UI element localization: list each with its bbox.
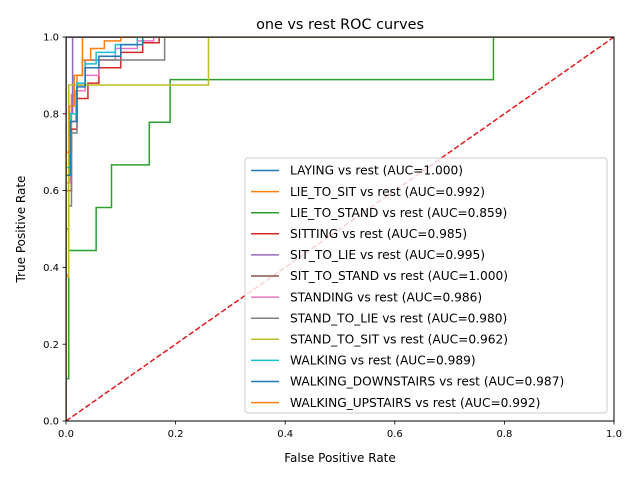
legend-label-7: STAND_TO_LIE vs rest (AUC=0.980) [290, 311, 507, 325]
legend-label-8: STAND_TO_SIT vs rest (AUC=0.962) [290, 333, 508, 347]
roc-curve-series-2 [66, 37, 614, 421]
legend-label-4: SIT_TO_LIE vs rest (AUC=0.995) [290, 248, 485, 262]
roc-curve-series-8 [66, 37, 614, 421]
y-axis-label: True Positive Rate [14, 176, 28, 284]
y-tick-label: 1.0 [43, 33, 59, 44]
x-tick-label: 0.8 [496, 429, 512, 440]
legend-label-0: LAYING vs rest (AUC=1.000) [290, 164, 463, 178]
legend-label-6: STANDING vs rest (AUC=0.986) [290, 290, 482, 304]
legend-label-3: SITTING vs rest (AUC=0.985) [290, 227, 467, 241]
legend-label-5: SIT_TO_STAND vs rest (AUC=1.000) [290, 269, 508, 283]
y-axis-ticks: 0.0 0.2 0.4 0.6 0.8 1.0 [43, 33, 66, 428]
y-tick-label: 0.0 [43, 417, 59, 428]
y-tick-label: 0.6 [43, 186, 59, 197]
legend-label-2: LIE_TO_STAND vs rest (AUC=0.859) [290, 206, 507, 220]
y-tick-label: 0.2 [43, 340, 59, 351]
legend-label-10: WALKING_DOWNSTAIRS vs rest (AUC=0.987) [290, 375, 564, 389]
roc-curve-series-11 [66, 37, 614, 421]
x-tick-label: 0.0 [58, 429, 74, 440]
series-layer [66, 37, 614, 421]
legend-label-11: WALKING_UPSTAIRS vs rest (AUC=0.992) [290, 396, 540, 410]
y-tick-label: 0.4 [43, 263, 59, 274]
x-tick-label: 0.6 [387, 429, 403, 440]
y-tick-label: 0.8 [43, 109, 59, 120]
chart-title: one vs rest ROC curves [256, 17, 424, 33]
x-axis-label: False Positive Rate [284, 451, 396, 465]
roc-curve-series-10 [66, 37, 614, 421]
legend-label-1: LIE_TO_SIT vs rest (AUC=0.992) [290, 185, 485, 199]
x-axis-ticks: 0.0 0.2 0.4 0.6 0.8 1.0 [58, 421, 622, 440]
legend-label-9: WALKING vs rest (AUC=0.989) [290, 354, 476, 368]
x-tick-label: 0.4 [277, 429, 293, 440]
x-tick-label: 1.0 [606, 429, 622, 440]
x-tick-label: 0.2 [168, 429, 184, 440]
legend: LAYING vs rest (AUC=1.000) LIE_TO_SIT vs … [244, 157, 608, 414]
plot-frame [65, 36, 615, 422]
legend-box [244, 157, 608, 414]
